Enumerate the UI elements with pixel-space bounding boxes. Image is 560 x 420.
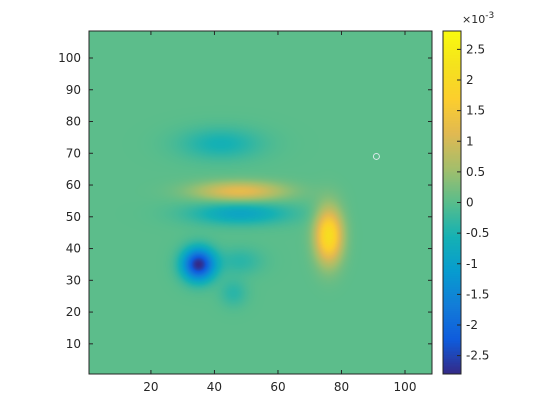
colorbar-tick-label: 0 (466, 196, 474, 210)
colorbar-tick-label: -2.5 (466, 349, 489, 363)
x-tick-label: 20 (143, 380, 158, 394)
x-axis: 20 40 60 80 100 (143, 31, 416, 394)
y-tick-label: 40 (66, 242, 81, 256)
colorbar-tick-label: 2.5 (466, 42, 485, 56)
y-tick-label: 60 (66, 178, 81, 192)
y-axis: 10 20 30 40 50 60 70 80 90 100 (58, 51, 432, 351)
colorbar: 2.5 2 1.5 1 0.5 0 -0.5 -1 -1.5 -2 -2.5 ×10-3 (442, 11, 494, 375)
x-tick-label: 100 (394, 380, 417, 394)
y-tick-label: 100 (58, 51, 81, 65)
y-tick-label: 10 (66, 337, 81, 351)
plot-area: 20 40 60 80 100 10 20 30 40 50 60 70 80 90 100 (58, 30, 433, 394)
colorbar-tick-label: 1.5 (466, 104, 485, 118)
y-tick-label: 30 (66, 273, 81, 287)
colorbar-tick-label: -0.5 (466, 226, 489, 240)
colorbar-tick-label: -1 (466, 257, 478, 271)
x-tick-label: 80 (334, 380, 349, 394)
colorbar-canvas (443, 31, 461, 374)
heatmap-canvas (89, 31, 432, 374)
colorbar-tick-label: -1.5 (466, 287, 489, 301)
colorbar-tick-label: 0.5 (466, 165, 485, 179)
y-tick-label: 20 (66, 305, 81, 319)
y-tick-label: 90 (66, 83, 81, 97)
data-marker (372, 152, 380, 160)
plot-frame (88, 30, 433, 375)
colorbar-tick-label: 2 (466, 73, 474, 87)
colorbar-ticks: 2.5 2 1.5 1 0.5 0 -0.5 -1 -1.5 -2 -2.5 (457, 42, 489, 363)
colorbar-image-container (443, 31, 461, 374)
y-tick-label: 50 (66, 210, 81, 224)
x-tick-label: 60 (270, 380, 285, 394)
colorbar-tick-label: 1 (466, 134, 474, 148)
heatmap-image-container (89, 31, 432, 374)
x-tick-label: 40 (207, 380, 222, 394)
y-tick-label: 70 (66, 146, 81, 160)
y-tick-label: 80 (66, 115, 81, 129)
colorbar-tick-label: -2 (466, 318, 478, 332)
colorbar-exponent: ×10-3 (462, 11, 494, 26)
